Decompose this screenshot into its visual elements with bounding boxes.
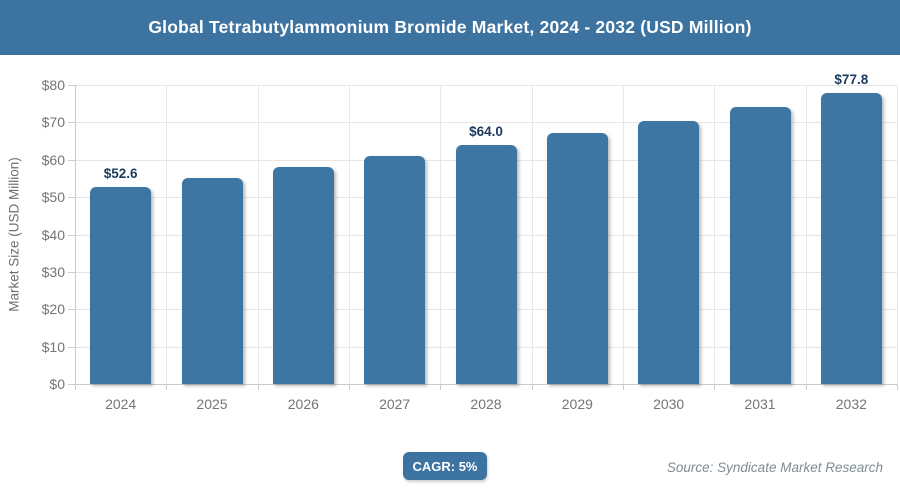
x-tick-label: 2027 <box>379 396 411 412</box>
x-tick-mark <box>897 384 898 390</box>
cagr-badge: CAGR: 5% <box>403 452 487 480</box>
bar-value-label: $77.8 <box>834 72 869 88</box>
bar-value-label: $52.6 <box>103 166 138 182</box>
x-gridline <box>349 85 350 384</box>
x-gridline <box>805 85 807 384</box>
bar-2026 <box>272 167 334 384</box>
y-tick-mark <box>68 159 75 161</box>
bar-2024 <box>90 187 152 384</box>
x-tick-mark <box>805 384 807 390</box>
x-gridline <box>623 85 624 384</box>
y-gridline <box>75 85 897 86</box>
bar-2030 <box>638 120 700 384</box>
plot-area: $0 $10 $20 $30 $40 $50 $60 $70 $80 2024 2025 2026 20… <box>0 55 900 430</box>
x-tick-label: 2032 <box>835 396 867 412</box>
x-tick-mark <box>257 384 259 390</box>
x-tick-mark <box>349 384 350 390</box>
y-tick-mark <box>68 85 75 86</box>
chart-title-bar: Global Tetrabutylammonium Bromide Market… <box>0 0 900 55</box>
y-tick-mark <box>68 309 75 311</box>
bar-2028 <box>455 144 517 384</box>
x-gridline <box>714 85 716 384</box>
x-tick-mark <box>623 384 624 390</box>
y-tick-label: $30 <box>41 263 65 280</box>
bar-2027 <box>364 156 426 384</box>
bar-2031 <box>729 107 791 384</box>
y-gridline <box>75 122 897 124</box>
y-tick-mark <box>68 197 75 199</box>
x-gridline <box>531 85 533 384</box>
y-tick-mark <box>68 234 75 236</box>
x-tick-mark <box>531 384 533 390</box>
bar-2025 <box>181 177 243 384</box>
bar-2032 <box>820 93 882 384</box>
x-tick-mark <box>714 384 716 390</box>
y-tick-label: $20 <box>41 301 65 318</box>
x-tick-label: 2030 <box>653 396 685 412</box>
y-tick-mark <box>68 346 75 348</box>
x-tick-label: 2024 <box>105 396 137 412</box>
y-tick-label: $0 <box>49 376 65 392</box>
x-gridline <box>257 85 259 384</box>
x-gridline <box>166 85 168 384</box>
x-tick-mark <box>440 384 442 390</box>
bar-2029 <box>546 132 608 384</box>
x-gridline <box>440 85 442 384</box>
y-tick-label: $50 <box>41 189 65 206</box>
x-tick-label: 2031 <box>744 396 776 412</box>
y-tick-mark <box>68 271 75 273</box>
x-tick-label: 2026 <box>287 396 319 412</box>
y-tick-label: $60 <box>41 151 65 168</box>
bar-value-label: $64.0 <box>469 123 503 139</box>
x-tick-label: 2025 <box>196 396 228 412</box>
y-tick-label: $10 <box>41 338 65 355</box>
y-axis-line <box>75 85 76 390</box>
y-tick-mark <box>68 122 75 124</box>
x-tick-mark <box>166 384 168 390</box>
chart-footer: CAGR: 5% Source: Syndicate Market Resear… <box>0 430 900 500</box>
chart-area: Market Size (USD Million) $0 $10 $20 $30 $40… <box>0 55 900 430</box>
y-tick-label: $70 <box>41 114 65 131</box>
y-tick-label: $40 <box>41 226 65 243</box>
chart-title: Global Tetrabutylammonium Bromide Market… <box>148 17 752 37</box>
x-axis-line <box>68 384 897 385</box>
x-gridline <box>897 85 898 384</box>
source-text: Source: Syndicate Market Research <box>666 460 883 475</box>
y-tick-label: $80 <box>41 77 65 93</box>
x-tick-label: 2029 <box>561 396 593 412</box>
x-tick-label: 2028 <box>470 396 502 412</box>
